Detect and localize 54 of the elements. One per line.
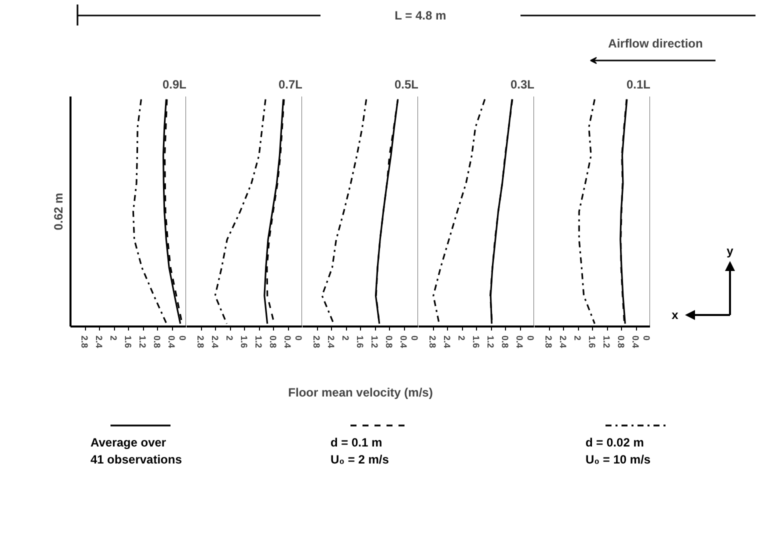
- x-tick-label: 1.2: [486, 336, 496, 348]
- x-tick-label: 2.4: [442, 336, 452, 348]
- x-tick-label: 2: [456, 336, 466, 341]
- x-tick-label: 1.6: [587, 336, 597, 348]
- x-tick-label: 1.2: [370, 336, 380, 348]
- x-tick-label: 0.4: [282, 336, 292, 348]
- x-tick-label: 1.6: [239, 336, 249, 348]
- legend-label: Average over 41 observations: [90, 436, 182, 466]
- x-tick-label: 0.8: [616, 336, 626, 348]
- x-tick-label: 0: [642, 336, 652, 341]
- x-tick-label: 0.8: [152, 336, 162, 348]
- x-tick-label: 0.8: [268, 336, 278, 348]
- x-tick-label: 0: [526, 336, 536, 341]
- x-tick-label: 2.4: [326, 336, 336, 348]
- x-tick-label: 0: [410, 336, 420, 341]
- text: Airflow direction: [608, 36, 703, 50]
- x-tick-label: 2: [224, 336, 234, 341]
- chart-title: 0.5L: [394, 78, 419, 92]
- chart-title: 0.3L: [510, 78, 535, 92]
- legend-label: d = 0.1 m U₀ = 2 m/s: [330, 436, 390, 466]
- chart-title: 0.7L: [278, 78, 303, 92]
- chart-title: 0.1L: [626, 78, 651, 92]
- x-tick-label: 2.4: [94, 336, 104, 348]
- x-tick-label: 2.8: [428, 336, 438, 348]
- chart-title: 0.9L: [162, 78, 187, 92]
- x-axis-title: Floor mean velocity (m/s): [288, 386, 433, 400]
- x-tick-label: 1.2: [254, 336, 264, 348]
- x-tick-label: 1.6: [355, 336, 365, 348]
- x-tick-label: 2.4: [558, 336, 568, 348]
- x-tick-label: 0.8: [500, 336, 510, 348]
- text: x: [672, 308, 679, 322]
- x-tick-label: 1.6: [123, 336, 133, 348]
- y-axis-title: 0.62 m: [52, 192, 66, 230]
- x-tick-label: 0.4: [166, 336, 176, 348]
- x-tick-label: 2.8: [544, 336, 554, 348]
- x-tick-label: 0.4: [398, 336, 408, 348]
- x-tick-label: 1.2: [602, 336, 612, 348]
- x-tick-label: 1.6: [471, 336, 481, 348]
- x-tick-label: 2: [340, 336, 350, 341]
- x-tick-label: 0: [178, 336, 188, 341]
- legend-label: d = 0.02 m U₀ = 10 m/s: [586, 436, 651, 466]
- x-tick-label: 2.8: [312, 336, 322, 348]
- x-tick-label: 1.2: [138, 336, 148, 348]
- x-tick-label: 2: [108, 336, 118, 341]
- x-tick-label: 0.8: [384, 336, 394, 348]
- x-tick-label: 2: [572, 336, 582, 341]
- x-tick-label: 2.8: [196, 336, 206, 348]
- x-tick-label: 0: [294, 336, 304, 341]
- text: y: [726, 244, 734, 258]
- x-tick-label: 2.8: [80, 336, 90, 348]
- x-tick-label: 2.4: [210, 336, 220, 348]
- x-tick-label: 0.4: [514, 336, 524, 348]
- text: L = 4.8 m: [394, 8, 446, 22]
- x-tick-label: 0.4: [630, 336, 640, 348]
